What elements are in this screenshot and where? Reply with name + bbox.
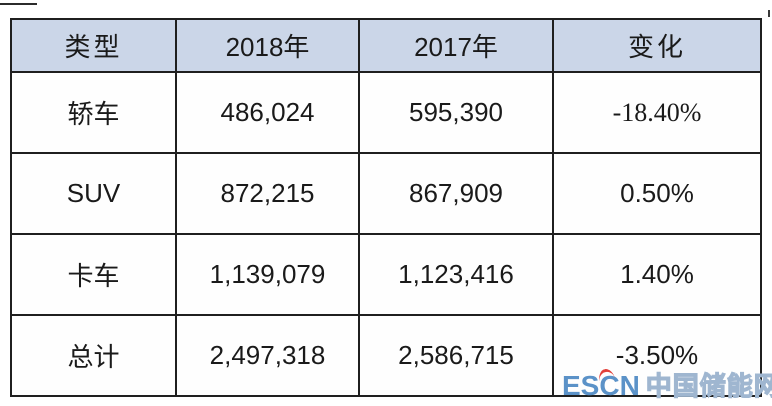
cell-change: -18.40% xyxy=(552,71,762,154)
cell-type: 总计 xyxy=(10,314,177,397)
cell-2018: 486,024 xyxy=(175,71,360,154)
escn-logo: ESCN xyxy=(562,367,640,401)
cell-2017: 867,909 xyxy=(358,152,554,235)
cell-2018: 2,497,318 xyxy=(175,314,360,397)
cell-type: 轿车 xyxy=(10,71,177,154)
cell-2018: 872,215 xyxy=(175,152,360,235)
table-row-sedan: 轿车 486,024 595,390 -18.40% xyxy=(10,71,762,154)
table-header-row: 类型 2018年 2017年 变化 xyxy=(10,18,762,73)
cell-change: 0.50% xyxy=(552,152,762,235)
vehicle-sales-table: 类型 2018年 2017年 变化 轿车 486,024 595,390 -18… xyxy=(10,18,762,397)
cell-type: SUV xyxy=(10,152,177,235)
watermark-site-name: 中国储能网 xyxy=(645,371,772,401)
cell-2017: 2,586,715 xyxy=(358,314,554,397)
cell-change: 1.40% xyxy=(552,233,762,316)
cell-change: -3.50% xyxy=(552,314,762,397)
cell-2017: 1,123,416 xyxy=(358,233,554,316)
escn-logo-text: ESCN xyxy=(562,370,640,401)
crop-artifact-tick xyxy=(768,10,770,17)
cell-type: 卡车 xyxy=(10,233,177,316)
watermark: ESCN 中国储能网 xyxy=(562,367,772,402)
cell-2018: 1,139,079 xyxy=(175,233,360,316)
crop-artifact-line xyxy=(0,3,37,5)
table-row-total: 总计 2,497,318 2,586,715 -3.50% xyxy=(10,314,762,397)
cell-2017: 595,390 xyxy=(358,71,554,154)
col-header-2017: 2017年 xyxy=(358,18,554,73)
col-header-2018: 2018年 xyxy=(175,18,360,73)
col-header-type: 类型 xyxy=(10,18,177,73)
table-row-suv: SUV 872,215 867,909 0.50% xyxy=(10,152,762,235)
col-header-change: 变化 xyxy=(552,18,762,73)
table-row-truck: 卡车 1,139,079 1,123,416 1.40% xyxy=(10,233,762,316)
